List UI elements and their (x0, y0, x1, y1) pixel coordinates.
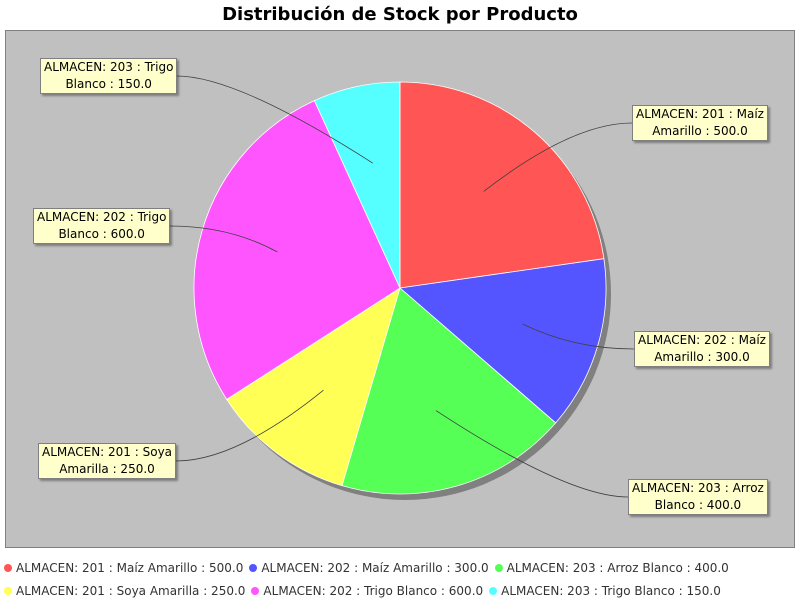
legend-text-2: ALMACEN: 203 : Arroz Blanco : 400.0 (506, 560, 729, 575)
slice-label-line2-2: Blanco : 400.0 (654, 498, 742, 512)
chart-title: Distribución de Stock por Producto (222, 4, 578, 25)
label-connector-1 (522, 323, 635, 350)
legend-swatch-5 (489, 586, 498, 595)
legend: ALMACEN: 201 : Maíz Amarillo : 500.0 ALM… (4, 556, 796, 602)
slice-label-line1-0: ALMACEN: 201 : Maíz (636, 107, 764, 121)
slice-label-line1-2: ALMACEN: 203 : Arroz (632, 481, 764, 495)
legend-swatch-0 (4, 563, 12, 572)
legend-text-1: ALMACEN: 202 : Maíz Amarillo : 300.0 (261, 560, 489, 575)
pie-slice-1 (399, 258, 607, 424)
legend-row-1: ALMACEN: 201 : Maíz Amarillo : 500.0 ALM… (4, 556, 796, 579)
legend-swatch-4 (251, 586, 260, 595)
pie-slice-0 (399, 81, 605, 289)
legend-text-4: ALMACEN: 202 : Trigo Blanco : 600.0 (263, 583, 484, 598)
slice-label-line2-1: Amarillo : 300.0 (654, 350, 750, 364)
pie-slice-2 (341, 287, 557, 495)
legend-row-2: ALMACEN: 201 : Soya Amarilla : 250.0 ALM… (4, 579, 796, 602)
slice-label-line2-5: Blanco : 150.0 (65, 77, 152, 91)
legend-text-0: ALMACEN: 201 : Maíz Amarillo : 500.0 (16, 560, 244, 575)
slice-label-line1-4: ALMACEN: 202 : Trigo (37, 210, 167, 224)
label-connector-4 (169, 225, 278, 253)
legend-item-3: ALMACEN: 201 : Soya Amarilla : 250.0 (4, 584, 245, 598)
pie-slice-3 (226, 287, 401, 487)
slice-label-2: ALMACEN: 203 : Arroz Blanco : 400.0 (628, 479, 768, 515)
slice-label-0: ALMACEN: 201 : Maíz Amarillo : 500.0 (632, 105, 768, 141)
slice-label-4: ALMACEN: 202 : Trigo Blanco : 600.0 (33, 208, 171, 244)
label-connector-5 (176, 75, 374, 164)
label-connector-2 (435, 410, 629, 498)
pie-slice-5 (313, 81, 401, 289)
legend-text-3: ALMACEN: 201 : Soya Amarilla : 250.0 (16, 583, 246, 598)
slice-label-line1-3: ALMACEN: 201 : Soya (42, 445, 173, 459)
slice-label-line2-3: Amarilla : 250.0 (59, 462, 155, 476)
legend-swatch-1 (249, 563, 258, 572)
label-connector-3 (175, 389, 324, 462)
label-connector-0 (483, 122, 633, 192)
pie-chart (169, 75, 635, 500)
legend-item-5: ALMACEN: 203 : Trigo Blanco : 150.0 (489, 584, 721, 598)
slice-label-3: ALMACEN: 201 : Soya Amarilla : 250.0 (38, 443, 177, 479)
legend-item-1: ALMACEN: 202 : Maíz Amarillo : 300.0 (249, 560, 489, 575)
slice-label-line2-0: Amarillo : 500.0 (652, 124, 748, 138)
slice-label-line1-5: ALMACEN: 203 : Trigo (44, 60, 174, 74)
slice-label-1: ALMACEN: 202 : Maíz Amarillo : 300.0 (634, 331, 770, 367)
legend-item-4: ALMACEN: 202 : Trigo Blanco : 600.0 (251, 584, 483, 598)
legend-swatch-3 (4, 586, 12, 595)
slice-label-line1-1: ALMACEN: 202 : Maíz (638, 333, 766, 347)
legend-item-2: ALMACEN: 203 : Arroz Blanco : 400.0 (494, 560, 729, 575)
legend-item-0: ALMACEN: 201 : Maíz Amarillo : 500.0 (4, 561, 243, 575)
slice-label-line2-4: Blanco : 600.0 (58, 227, 145, 241)
legend-text-5: ALMACEN: 203 : Trigo Blanco : 150.0 (501, 583, 721, 598)
slice-label-5: ALMACEN: 203 : Trigo Blanco : 150.0 (40, 58, 178, 94)
legend-swatch-2 (494, 563, 503, 572)
